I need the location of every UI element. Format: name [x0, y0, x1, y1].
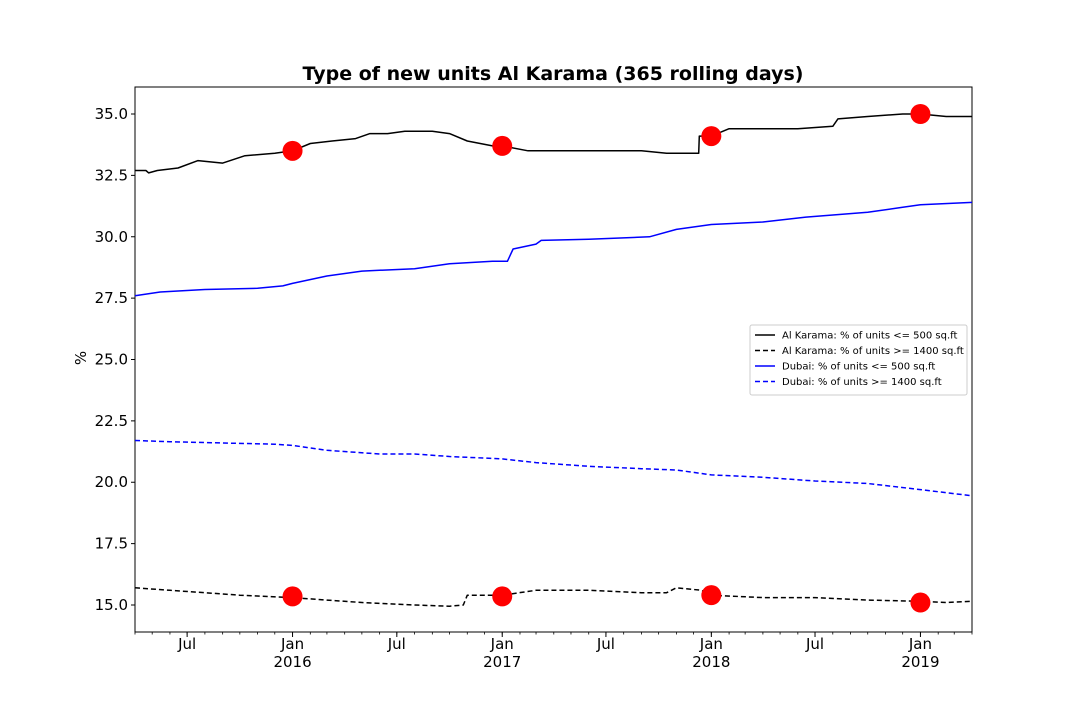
series-line: [134, 201, 973, 297]
legend: Al Karama: % of units <= 500 sq.ft Al Kar…: [749, 324, 968, 396]
y-tick-label: 20.0: [95, 473, 128, 491]
x-tick-label: Jan: [280, 635, 304, 653]
legend-box: [749, 324, 968, 396]
y-axis-label: %: [72, 351, 90, 365]
y-tick-label: 15.0: [95, 596, 128, 614]
series-line: [134, 439, 973, 497]
x-tick-label: Jul: [805, 635, 824, 653]
marker-point: [492, 586, 513, 607]
y-tick-label: 32.5: [95, 166, 128, 184]
y-tick-label: 25.0: [95, 351, 128, 369]
legend-label: Al Karama: % of units <= 500 sq.ft: [782, 331, 958, 342]
marker-point: [701, 126, 722, 147]
x-tick-year-label: 2016: [273, 653, 311, 671]
legend-label: Dubai: % of units >= 1400 sq.ft: [782, 377, 942, 388]
legend-label: Al Karama: % of units >= 1400 sq.ft: [782, 346, 964, 357]
marker-point: [910, 104, 931, 125]
series-line: [135, 113, 972, 174]
y-tick-label: 35.0: [95, 105, 128, 123]
series-line: [134, 587, 973, 607]
y-tick-label: 22.5: [95, 412, 128, 430]
legend-label: Dubai: % of units <= 500 sq.ft: [782, 362, 935, 373]
x-tick-label: Jul: [596, 635, 615, 653]
marker-point: [492, 135, 513, 156]
x-tick-label: Jan: [490, 635, 514, 653]
marker-point: [701, 585, 722, 606]
y-tick-label: 30.0: [95, 228, 128, 246]
y-tick-label: 27.5: [95, 289, 128, 307]
marker-point: [282, 586, 303, 607]
y-tick-label: 17.5: [95, 535, 128, 553]
x-tick-year-label: 2019: [901, 653, 939, 671]
x-tick-label: Jul: [177, 635, 196, 653]
x-tick-label: Jul: [387, 635, 406, 653]
x-tick-label: Jan: [908, 635, 932, 653]
plot-area: 15.0 17.5 20.0 22.5 25.0 27.5 30.0 32.5 35.0 Jul J…: [95, 86, 973, 671]
x-tick-year-label: 2018: [692, 653, 730, 671]
marker-point: [282, 140, 303, 161]
marker-point: [910, 592, 931, 613]
x-tick-label: Jan: [699, 635, 723, 653]
chart-title: Type of new units Al Karama (365 rolling…: [303, 63, 804, 85]
x-tick-year-label: 2017: [483, 653, 521, 671]
